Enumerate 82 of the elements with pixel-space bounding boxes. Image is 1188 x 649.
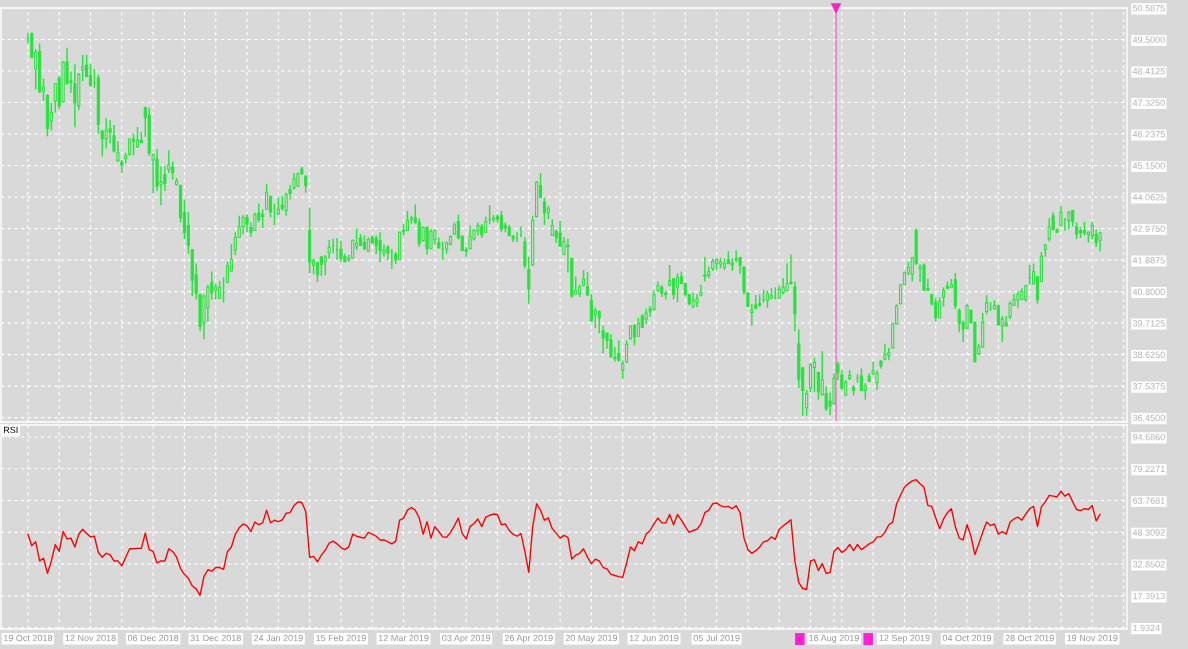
candlestick [268, 194, 273, 219]
candlestick [703, 256, 707, 283]
x-tick-label: 12 Jun 2019 [629, 634, 679, 642]
candlestick [405, 210, 410, 232]
y-tick-label: 41.8875 [1132, 257, 1165, 264]
y-tick-label: 45.1500 [1132, 162, 1165, 169]
y-tick-label: 47.3250 [1132, 99, 1165, 106]
candlestick [985, 294, 989, 315]
candlestick [542, 196, 547, 226]
y-tick-label: 42.9750 [1132, 225, 1165, 232]
candlestick [589, 293, 593, 323]
candlestick [996, 303, 1000, 327]
candlestick [941, 286, 946, 308]
candlestick [805, 389, 809, 417]
candlestick [378, 231, 382, 264]
candlestick [625, 339, 629, 364]
y-tick-label: 48.4125 [1132, 67, 1165, 75]
y-tick-label: 37.5375 [1132, 383, 1165, 390]
chart-title: RSI [3, 426, 18, 434]
y-tick-label: 63.7681 [1133, 497, 1165, 504]
candlestick [597, 309, 601, 335]
candlestick [816, 370, 820, 401]
y-tick-label: 39.7125 [1132, 320, 1165, 327]
x-tick-label: 16 Aug 2019 [809, 634, 859, 643]
x-tick-label: 12 Mar 2019 [378, 634, 429, 642]
x-tick-label: 19 Oct 2018 [4, 634, 53, 642]
y-tick-label: 49.5000 [1132, 36, 1165, 43]
x-tick-label: 12 Nov 2018 [65, 634, 116, 642]
y-tick-label: 48.3092 [1132, 529, 1165, 536]
candlestick [812, 356, 817, 393]
x-tick-label: 05 Jul 2019 [693, 634, 740, 642]
x-tick-label: 03 Apr 2019 [442, 634, 491, 643]
x-tick-label: 06 Dec 2018 [127, 634, 179, 642]
candlestick [135, 126, 140, 149]
candlestick [265, 183, 269, 211]
candlestick [808, 362, 813, 393]
y-tick-label: 32.8502 [1132, 561, 1165, 568]
candlestick [81, 54, 85, 82]
x-tick-label: 15 Feb 2019 [316, 634, 366, 642]
candlestick [131, 132, 136, 156]
x-tick-label: 28 Oct 2019 [1005, 634, 1054, 642]
candlestick [671, 277, 676, 301]
x-tick-label: 19 Nov 2019 [1067, 634, 1118, 642]
candlestick [781, 277, 785, 296]
y-tick-label: 44.0625 [1132, 194, 1165, 201]
y-tick-label: 38.6250 [1132, 351, 1165, 358]
candlestick [241, 214, 245, 235]
candlestick [261, 208, 265, 229]
y-tick-label: 94.6860 [1132, 433, 1165, 441]
candlestick [425, 225, 429, 256]
x-tick-label: 26 Apr 2019 [504, 634, 553, 643]
candlestick [327, 239, 331, 260]
candlestick [1067, 210, 1071, 231]
candlestick [186, 211, 190, 255]
x-tick-label: 20 May 2019 [565, 634, 618, 643]
candlestick [1047, 217, 1051, 243]
y-tick-label: 1.9324 [1133, 624, 1160, 632]
candlestick [339, 239, 343, 263]
candlestick [73, 63, 77, 129]
candlestick [875, 369, 879, 391]
candlestick [609, 333, 613, 359]
x-tick-label: 24 Jan 2019 [253, 634, 303, 642]
x-tick-label: 04 Oct 2019 [942, 634, 992, 642]
x-tick-label: 12 Sep 2019 [879, 634, 930, 643]
candlestick [632, 323, 637, 347]
candlestick [934, 297, 938, 323]
y-tick-label: 79.2271 [1133, 465, 1165, 473]
candlestick [390, 247, 394, 270]
candlestick [675, 272, 680, 303]
candlestick [335, 237, 339, 261]
y-tick-label: 36.4500 [1132, 414, 1165, 422]
candlestick [499, 210, 503, 233]
y-tick-label: 17.3913 [1133, 592, 1165, 600]
candlestick [636, 316, 640, 338]
y-tick-label: 46.2375 [1132, 131, 1165, 138]
line-series [27, 479, 1101, 596]
y-tick-label: 50.5875 [1132, 4, 1165, 12]
y-tick-label: 40.8000 [1132, 288, 1165, 295]
candlestick [88, 63, 93, 88]
candlestick [100, 129, 104, 158]
candlestick [585, 271, 590, 297]
x-tick-label: 31 Dec 2018 [190, 634, 241, 642]
